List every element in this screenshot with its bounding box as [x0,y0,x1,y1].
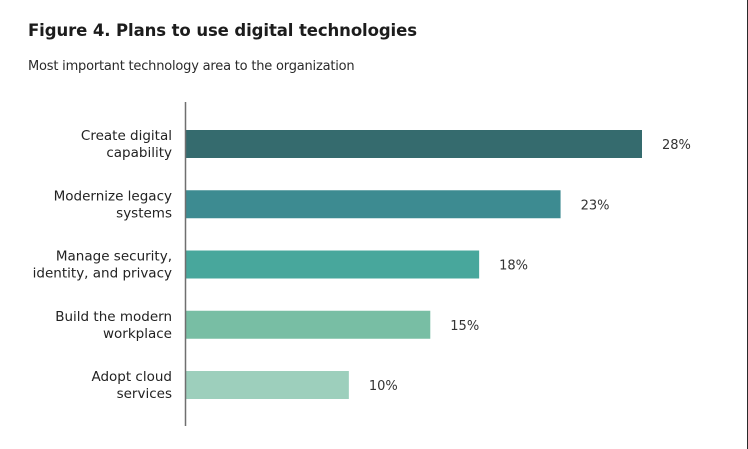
value-label-2: 18% [499,259,528,274]
category-label-3-line-1: workplace [103,326,172,342]
category-label-4-line-0: Adopt cloud [91,369,172,385]
value-label-1: 23% [581,198,610,213]
category-label-0-line-1: capability [106,145,172,161]
value-label-4: 10% [369,379,398,394]
category-label-2-line-1: identity, and privacy [33,266,172,282]
category-label-0-line-0: Create digital [81,128,172,144]
bar-1 [186,190,561,219]
bar-2 [186,250,480,279]
bar-4 [186,371,349,399]
value-label-3: 15% [450,319,479,334]
chart-subtitle: Most important technology area to the or… [28,59,355,74]
bar-3 [186,310,431,339]
category-label-3-line-0: Build the modern [55,309,172,325]
category-label-1-line-1: systems [116,205,172,221]
chart-title: Figure 4. Plans to use digital technolog… [28,21,417,40]
value-label-0: 28% [662,138,691,153]
category-label-2-line-0: Manage security, [56,249,172,265]
bar-0 [186,130,642,158]
category-label-4-line-1: services [117,386,172,402]
category-label-1-line-0: Modernize legacy [54,188,172,204]
